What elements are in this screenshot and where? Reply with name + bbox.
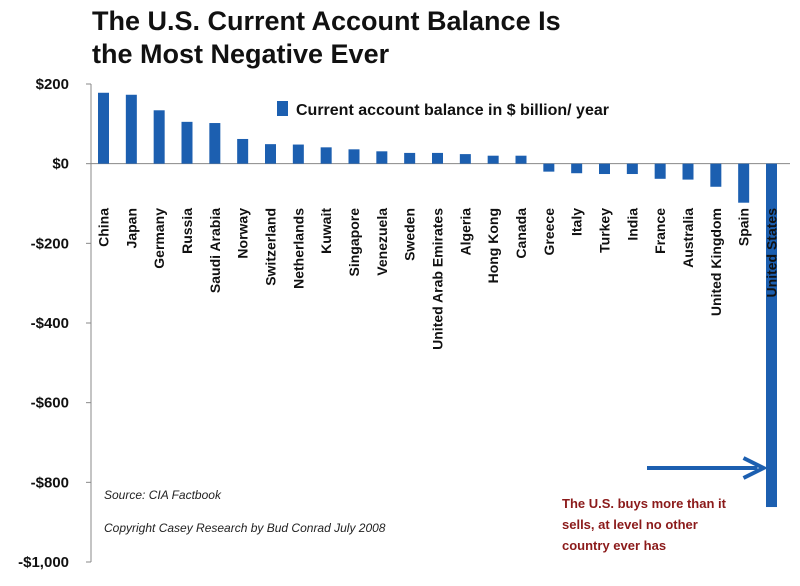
y-tick-label: -$1,000 [18, 554, 69, 571]
category-label: France [652, 208, 668, 254]
category-labels: China Japan Germany Russia Saudi Arabia Norwa… [96, 208, 780, 350]
bar-netherlands [292, 144, 304, 164]
bar-germany [153, 110, 165, 164]
title-line-1: The U.S. Current Account Balance Is [92, 6, 561, 36]
category-label: Saudi Arabia [207, 208, 223, 293]
category-label: Netherlands [290, 208, 306, 289]
category-label: Venezuela [374, 208, 390, 276]
category-label: Algeria [457, 208, 473, 256]
bar-united-arab-emirates [432, 152, 443, 164]
category-label: United Arab Emirates [430, 208, 446, 350]
y-tick-label: -$600 [31, 395, 69, 412]
y-tick-label: $200 [36, 76, 69, 93]
legend-swatch [277, 101, 288, 116]
category-label: China [96, 208, 112, 247]
bar-singapore [348, 149, 360, 164]
bar-italy [571, 163, 583, 174]
category-label: India [624, 208, 640, 241]
copyright-note: Copyright Casey Research by Bud Conrad J… [104, 521, 386, 535]
bar-united-kingdom [710, 163, 722, 187]
bar-india [626, 163, 638, 175]
bar-venezuela [376, 151, 388, 164]
annotation: The U.S. buys more than it sells, at leve… [562, 456, 768, 553]
category-label: Spain [736, 208, 752, 246]
bar-kuwait [320, 147, 332, 164]
category-label: Greece [541, 208, 557, 256]
axes: $200 $0 -$200 -$400 -$600 -$800 -$1,000 [18, 76, 790, 571]
legend: Current account balance in $ billion/ ye… [277, 101, 609, 119]
y-tick-label: -$800 [31, 474, 69, 491]
category-label: Canada [513, 208, 529, 259]
category-label: Russia [179, 208, 195, 254]
category-label: Singapore [346, 208, 362, 277]
bar-spain [738, 163, 750, 203]
y-tick-label: $0 [52, 156, 69, 173]
notes: Source: CIA Factbook Copyright Casey Rese… [104, 488, 386, 535]
annotation-line-1: The U.S. buys more than it [562, 496, 727, 511]
category-label: Switzerland [263, 208, 279, 286]
bar-saudi-arabia [209, 123, 221, 164]
category-label: Sweden [402, 208, 418, 261]
bar-japan [125, 94, 137, 164]
bar-hong-kong [487, 155, 499, 164]
category-label: Kuwait [318, 208, 334, 254]
category-label: United States [764, 208, 780, 298]
bar-switzerland [265, 144, 276, 164]
category-label: United Kingdom [708, 208, 724, 316]
bar-france [654, 163, 666, 179]
source-note: Source: CIA Factbook [104, 488, 222, 502]
annotation-line-3: country ever has [562, 538, 666, 553]
bar-australia [682, 163, 694, 180]
bar-china [98, 92, 109, 164]
category-label: Italy [569, 208, 585, 236]
y-tick-label: -$400 [31, 315, 69, 332]
legend-label: Current account balance in $ billion/ ye… [296, 102, 609, 119]
bar-greece [543, 163, 555, 172]
bar-russia [181, 121, 193, 164]
bar-norway [237, 138, 249, 164]
bar-united-states [766, 163, 777, 508]
annotation-arrow-head [742, 456, 768, 480]
annotation-line-2: sells, at level no other [562, 517, 698, 532]
y-tick-label: -$200 [31, 235, 69, 252]
category-label: Japan [123, 208, 139, 248]
category-label: Norway [235, 208, 251, 259]
bar-turkey [599, 163, 610, 175]
bar-canada [515, 155, 527, 164]
bar-sweden [404, 152, 416, 164]
title-line-2: the Most Negative Ever [92, 39, 390, 69]
bars [98, 92, 777, 508]
category-label: Australia [680, 208, 696, 268]
bar-algeria [459, 154, 471, 164]
category-label: Turkey [597, 208, 613, 253]
category-label: Germany [151, 208, 167, 269]
category-label: Hong Kong [485, 208, 501, 283]
